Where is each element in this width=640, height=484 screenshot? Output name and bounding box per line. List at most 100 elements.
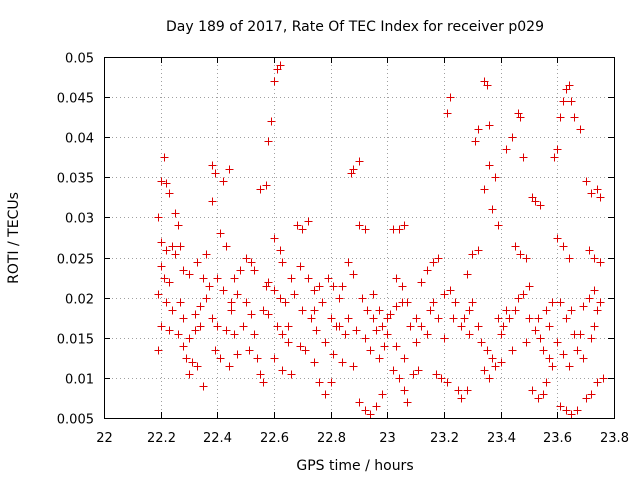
- data-point: [298, 306, 307, 315]
- data-point: [398, 282, 407, 291]
- data-point: [188, 358, 197, 367]
- data-point: [440, 290, 449, 299]
- data-point: [502, 306, 511, 315]
- data-point: [352, 326, 361, 335]
- data-point: [454, 386, 463, 395]
- data-point: [480, 185, 489, 194]
- data-point: [570, 330, 579, 339]
- data-point: [553, 145, 562, 154]
- data-point: [590, 286, 599, 295]
- data-point: [443, 109, 452, 118]
- data-point: [162, 246, 171, 255]
- data-point: [465, 306, 474, 315]
- data-point: [463, 386, 472, 395]
- y-tick-label: 0.025: [57, 253, 94, 268]
- data-point: [570, 113, 579, 122]
- data-point: [276, 294, 285, 303]
- data-point: [525, 282, 534, 291]
- data-point: [355, 221, 364, 230]
- data-point: [491, 173, 500, 182]
- data-point: [494, 314, 503, 323]
- data-point: [361, 225, 370, 234]
- data-point: [222, 242, 231, 251]
- data-point: [176, 298, 185, 307]
- data-point: [375, 354, 384, 363]
- data-point: [213, 274, 222, 283]
- data-point: [432, 370, 441, 379]
- data-point: [171, 250, 180, 259]
- data-point: [259, 378, 268, 387]
- data-point: [174, 221, 183, 230]
- data-point: [247, 310, 256, 319]
- data-point: [304, 274, 313, 283]
- data-point: [536, 201, 545, 210]
- data-point: [298, 225, 307, 234]
- x-tick-label: 22.6: [260, 431, 289, 446]
- data-point: [182, 354, 191, 363]
- data-point: [457, 394, 466, 403]
- data-point: [344, 314, 353, 323]
- data-point: [485, 161, 494, 170]
- data-point: [596, 298, 605, 307]
- data-point: [590, 254, 599, 263]
- x-tick-label: 23.2: [430, 431, 459, 446]
- data-point: [264, 137, 273, 146]
- data-point: [426, 306, 435, 315]
- data-point: [593, 306, 602, 315]
- data-point: [236, 266, 245, 275]
- data-point: [270, 354, 279, 363]
- data-point: [160, 153, 169, 162]
- data-point: [516, 250, 525, 259]
- data-point: [157, 238, 166, 247]
- data-point: [497, 358, 506, 367]
- data-point: [423, 330, 432, 339]
- data-point: [344, 258, 353, 267]
- data-point: [154, 290, 163, 299]
- data-point: [358, 294, 367, 303]
- chart-title: Day 189 of 2017, Rate Of TEC Index for r…: [166, 19, 544, 35]
- data-point: [369, 314, 378, 323]
- data-point: [400, 354, 409, 363]
- data-point: [511, 306, 520, 315]
- data-point: [417, 322, 426, 331]
- data-point: [287, 274, 296, 283]
- data-point: [395, 374, 404, 383]
- data-point: [349, 165, 358, 174]
- y-tick-label: 0.045: [57, 92, 94, 107]
- data-point: [222, 326, 231, 335]
- data-point: [508, 133, 517, 142]
- data-point: [242, 254, 251, 263]
- data-point: [219, 177, 228, 186]
- data-point: [366, 410, 375, 419]
- data-point: [230, 330, 239, 339]
- data-point: [582, 394, 591, 403]
- data-point: [559, 242, 568, 251]
- data-point: [219, 286, 228, 295]
- data-point: [216, 229, 225, 238]
- data-point: [270, 77, 279, 86]
- data-point: [307, 314, 316, 323]
- data-point: [245, 346, 254, 355]
- data-point: [528, 386, 537, 395]
- data-point: [423, 266, 432, 275]
- data-point: [380, 342, 389, 351]
- data-point: [233, 350, 242, 359]
- data-point: [565, 81, 574, 90]
- data-point: [211, 346, 220, 355]
- data-point: [383, 330, 392, 339]
- data-point: [196, 302, 205, 311]
- data-point: [468, 298, 477, 307]
- data-point: [281, 298, 290, 307]
- data-point: [587, 334, 596, 343]
- data-point: [559, 97, 568, 106]
- data-point: [171, 209, 180, 218]
- data-point: [372, 326, 381, 335]
- data-point: [361, 334, 370, 343]
- data-point: [338, 358, 347, 367]
- data-point: [301, 346, 310, 355]
- data-point: [511, 242, 520, 251]
- data-point: [508, 346, 517, 355]
- data-point: [157, 262, 166, 271]
- data-point: [562, 314, 571, 323]
- y-tick-label: 0.005: [57, 413, 94, 428]
